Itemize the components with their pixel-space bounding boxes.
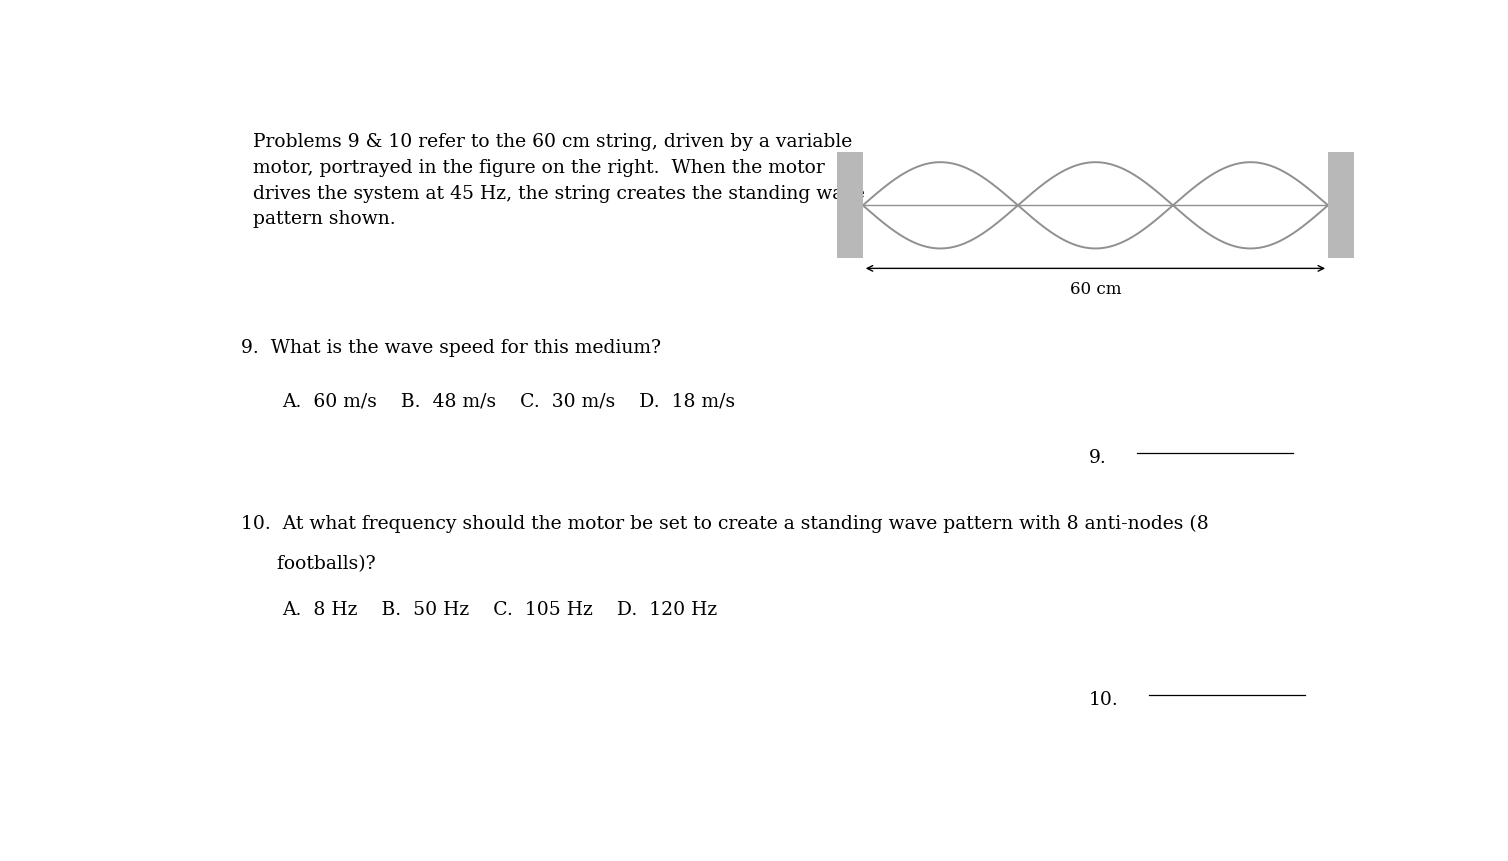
Bar	[837, 153, 863, 259]
Text: A.  8 Hz    B.  50 Hz    C.  105 Hz    D.  120 Hz: A. 8 Hz B. 50 Hz C. 105 Hz D. 120 Hz	[282, 601, 718, 618]
Text: 9.  What is the wave speed for this medium?: 9. What is the wave speed for this mediu…	[241, 338, 661, 356]
Text: 10.: 10.	[1089, 690, 1117, 708]
Text: 10.  At what frequency should the motor be set to create a standing wave pattern: 10. At what frequency should the motor b…	[241, 514, 1209, 533]
Text: A.  60 m/s    B.  48 m/s    C.  30 m/s    D.  18 m/s: A. 60 m/s B. 48 m/s C. 30 m/s D. 18 m/s	[282, 392, 734, 410]
Text: footballs)?: footballs)?	[241, 554, 375, 572]
Text: 9.: 9.	[1089, 448, 1107, 466]
Text: 60 cm: 60 cm	[1069, 281, 1120, 298]
Bar	[1329, 153, 1354, 259]
Text: Problems 9 & 10 refer to the 60 cm string, driven by a variable
motor, portrayed: Problems 9 & 10 refer to the 60 cm strin…	[253, 133, 864, 228]
